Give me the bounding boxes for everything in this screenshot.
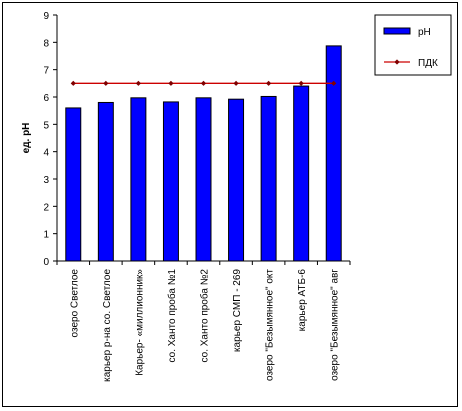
x-tick-label: карьер СМП - 269 xyxy=(232,269,243,352)
y-axis-label: ед. pH xyxy=(21,123,32,154)
pdk-point xyxy=(331,80,337,86)
y-tick-label: 8 xyxy=(43,38,49,49)
category-labels: озеро Светлое карьер р-на со. Светлое Карь… xyxy=(69,269,340,382)
x-tick-label: озеро "Безымянное" окт xyxy=(265,269,276,381)
pdk-point xyxy=(135,80,141,86)
legend-marker-pdk xyxy=(394,59,400,65)
pdk-point xyxy=(233,80,239,86)
y-tick-label: 5 xyxy=(43,120,49,131)
pdk-point xyxy=(200,80,207,86)
x-tick-label: со. Ханто проба №1 xyxy=(166,269,178,363)
pdk-series xyxy=(70,80,337,86)
legend-box xyxy=(374,14,452,76)
x-tick-label: со. Ханто проба №2 xyxy=(199,269,211,363)
x-tick-label: карьер р-на со. Светлое xyxy=(102,269,113,382)
pdk-point xyxy=(103,80,109,86)
bar xyxy=(228,98,245,262)
y-tick-label: 6 xyxy=(43,93,49,104)
x-tick-label: озеро Светлое xyxy=(69,269,80,338)
y-tick-label: 1 xyxy=(43,230,49,241)
bar-series xyxy=(65,45,342,262)
bar xyxy=(293,85,310,262)
legend-label-ph: pH xyxy=(418,27,431,38)
bar xyxy=(65,107,82,262)
x-tick-label: Карьер- «миллионник» xyxy=(134,269,145,376)
bar xyxy=(130,97,147,262)
y-tick-label: 4 xyxy=(43,148,49,159)
pdk-point xyxy=(298,80,304,86)
y-tick-label: 9 xyxy=(43,11,49,22)
pdk-point xyxy=(168,80,174,86)
bar xyxy=(260,95,277,262)
x-tick-label: карьер АТБ-6 xyxy=(297,269,308,332)
x-tick-label: озеро "Безымянное" авг xyxy=(330,269,341,381)
bar xyxy=(195,97,212,262)
legend-label-pdk: ПДК xyxy=(418,58,438,69)
legend-swatch-ph xyxy=(383,27,411,35)
legend: pH ПДК xyxy=(374,14,452,76)
pdk-point xyxy=(266,80,272,86)
bar xyxy=(162,101,179,262)
y-tick-label: 3 xyxy=(43,175,49,186)
y-tick-label: 7 xyxy=(43,66,49,77)
bar xyxy=(97,101,114,262)
y-tick-label: 2 xyxy=(43,202,49,213)
y-tick-label: 0 xyxy=(43,257,49,268)
pdk-point xyxy=(70,80,76,86)
bar xyxy=(325,45,342,262)
